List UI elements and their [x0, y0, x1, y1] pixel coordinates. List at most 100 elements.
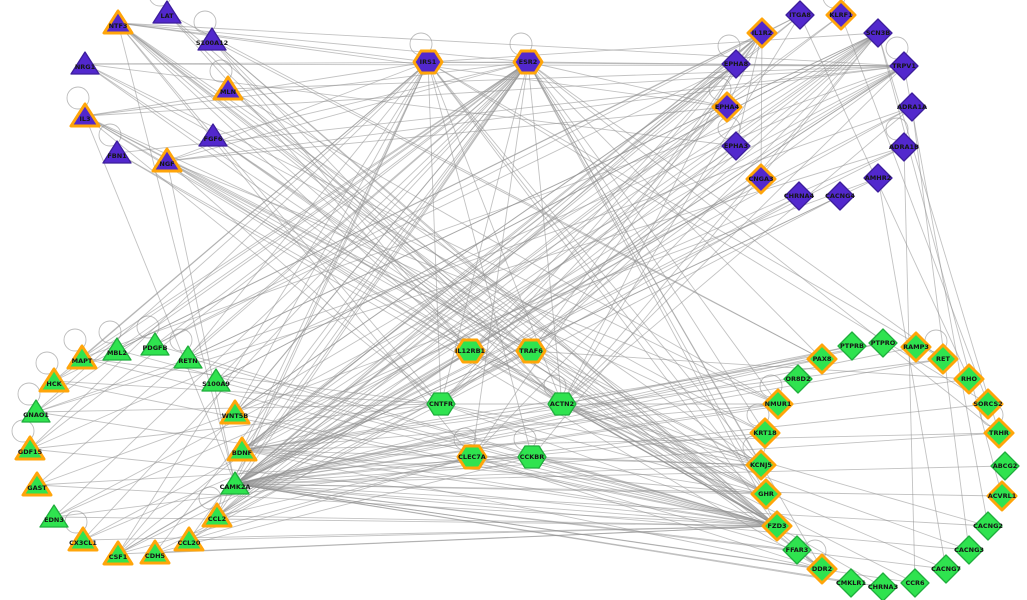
edge-BDNF-KLRF1 [241, 14, 842, 451]
edge-BDNF-DDR2 [241, 449, 823, 570]
edge-CX3CL1-CNGA3 [82, 178, 762, 541]
edge-ESR2-CCL2 [216, 61, 529, 517]
node-NRG1[interactable]: NRG1 [70, 51, 100, 75]
node-CCKBR[interactable]: CCKBR [517, 445, 547, 469]
diamond-shape [889, 132, 919, 162]
node-WNT5B[interactable]: WNT5B [219, 399, 251, 425]
triangle-shape [152, 0, 182, 24]
node-CHRNA4[interactable]: CHRNA4 [784, 181, 815, 211]
triangle-shape [151, 147, 183, 173]
edge-IL12RB1-EPHA4 [469, 106, 728, 352]
edge-FGF6-FFAR3 [212, 135, 798, 551]
node-LAT[interactable]: LAT [152, 0, 182, 24]
node-RET[interactable]: RET [927, 343, 959, 375]
node-ADRA1A[interactable]: ADRA1A [897, 92, 927, 122]
node-SORCS2[interactable]: SORCS2 [972, 388, 1004, 420]
edge-CNTFR-KCNJ5 [440, 403, 762, 466]
edge-CAMK2A-EPHA4 [234, 106, 728, 485]
node-CMKLR1[interactable]: CMKLR1 [836, 568, 866, 598]
edge-IL1R2-CNGA3 [760, 32, 763, 180]
triangle-shape [212, 75, 244, 101]
edge-RETN-SCN3B [187, 32, 879, 359]
node-GHR[interactable]: GHR [750, 478, 782, 510]
hexagon-shape [517, 445, 547, 469]
diamond-shape [825, 0, 857, 31]
hexagon-shape [515, 338, 547, 364]
edge-ESR2-ACTN2 [527, 61, 563, 405]
edge-CNTFR-BDNF [241, 403, 442, 451]
node-CSF1[interactable]: CSF1 [102, 540, 134, 566]
node-PTPRO[interactable]: PTPRO [868, 328, 898, 358]
edge-IRS1-RET [427, 61, 944, 360]
node-TRAF6[interactable]: TRAF6 [515, 338, 547, 364]
triangle-shape [66, 344, 98, 370]
node-CACNG4[interactable]: CACNG4 [825, 181, 855, 211]
self-loop-FBN1 [98, 123, 122, 147]
triangle-shape [67, 526, 99, 552]
edge-CAMK2A-IL3 [84, 115, 236, 485]
hexagon-shape [412, 49, 444, 75]
node-NMUR1[interactable]: NMUR1 [762, 388, 794, 420]
edge-ESR2-PAX8 [527, 61, 823, 360]
node-NTF3[interactable]: NTF3 [102, 9, 134, 35]
node-CCR6[interactable]: CCR6 [900, 568, 930, 598]
edge-TRAF6-IL3 [84, 115, 532, 352]
node-CNTFR[interactable]: CNTFR [426, 392, 456, 416]
diamond-shape [721, 131, 751, 161]
edge-TRPV1-GDF15 [29, 65, 905, 450]
node-KRT18[interactable]: KRT18 [749, 417, 781, 449]
node-PTPRB[interactable]: PTPRB [837, 331, 867, 361]
node-CACNG3[interactable]: CACNG3 [954, 535, 984, 565]
node-FZD3[interactable]: FZD3 [761, 510, 793, 542]
edge-IRS1-CCL2 [216, 61, 429, 517]
edge-IRS1-GDF15 [29, 61, 429, 450]
edge-ESR2-S100A9 [215, 61, 529, 382]
diamond-shape [721, 49, 751, 79]
node-CACNG2[interactable]: CACNG2 [973, 511, 1003, 541]
edge-TRPV1-IL3 [84, 65, 905, 117]
triangle-shape [220, 471, 250, 495]
node-TRHR[interactable]: TRHR [983, 417, 1015, 449]
node-ACVRL1[interactable]: ACVRL1 [986, 480, 1018, 512]
edge-PDGFB-EPHA8 [154, 63, 737, 346]
node-IRS1[interactable]: IRS1 [412, 49, 444, 75]
node-IL1R2[interactable]: IL1R2 [746, 17, 778, 49]
edge-CNTFR-MAPT [81, 357, 442, 405]
edge-TRPV1-NGF [166, 65, 905, 162]
node-ITGA8[interactable]: ITGA8 [785, 0, 815, 30]
node-CX3CL1[interactable]: CX3CL1 [67, 526, 99, 552]
node-CACNG7[interactable]: CACNG7 [931, 554, 961, 584]
triangle-shape [14, 435, 46, 461]
node-KLRF1[interactable]: KLRF1 [825, 0, 857, 31]
edge-CNTFR-HCK [53, 380, 442, 405]
diamond-shape [900, 331, 932, 363]
diamond-shape [954, 535, 984, 565]
edge-AMHR2-CACNG7 [877, 177, 947, 570]
edge-TRPV1-MAPT [81, 65, 905, 359]
edge-WNT5B-EPHA8 [234, 63, 737, 414]
edge-TRPV1-EDN3 [53, 65, 905, 518]
edge-IL12RB1-CCL2 [216, 350, 471, 517]
node-AMHR2[interactable]: AMHR2 [863, 163, 893, 193]
edge-CLEC7A-DDR2 [471, 456, 823, 570]
node-ADRA1B[interactable]: ADRA1B [889, 132, 919, 162]
node-ACTN2[interactable]: ACTN2 [547, 392, 577, 416]
node-CCL20[interactable]: CCL20 [173, 526, 205, 552]
node-ABCG2[interactable]: ABCG2 [990, 451, 1020, 481]
triangle-shape [201, 502, 233, 528]
node-ESR2[interactable]: ESR2 [512, 49, 544, 75]
edge-IL3-KCNJ5 [84, 115, 762, 466]
edge-TRPV1-FBN1 [116, 65, 905, 154]
edge-SCN3B-CAMK2A [234, 32, 879, 485]
edge-ACTN2-BDNF [241, 403, 563, 451]
edge-CAMK2A-TRHR [234, 432, 1000, 485]
triangle-shape [102, 540, 134, 566]
edge-CLEC7A-CSF1 [117, 456, 473, 555]
node-CLEC7A[interactable]: CLEC7A [456, 444, 488, 470]
edge-TRPV1-NRG1 [84, 63, 905, 67]
diamond-shape [782, 535, 812, 565]
node-MLN[interactable]: MLN [212, 75, 244, 101]
edge-CAMK2A-FFAR3 [234, 483, 798, 551]
